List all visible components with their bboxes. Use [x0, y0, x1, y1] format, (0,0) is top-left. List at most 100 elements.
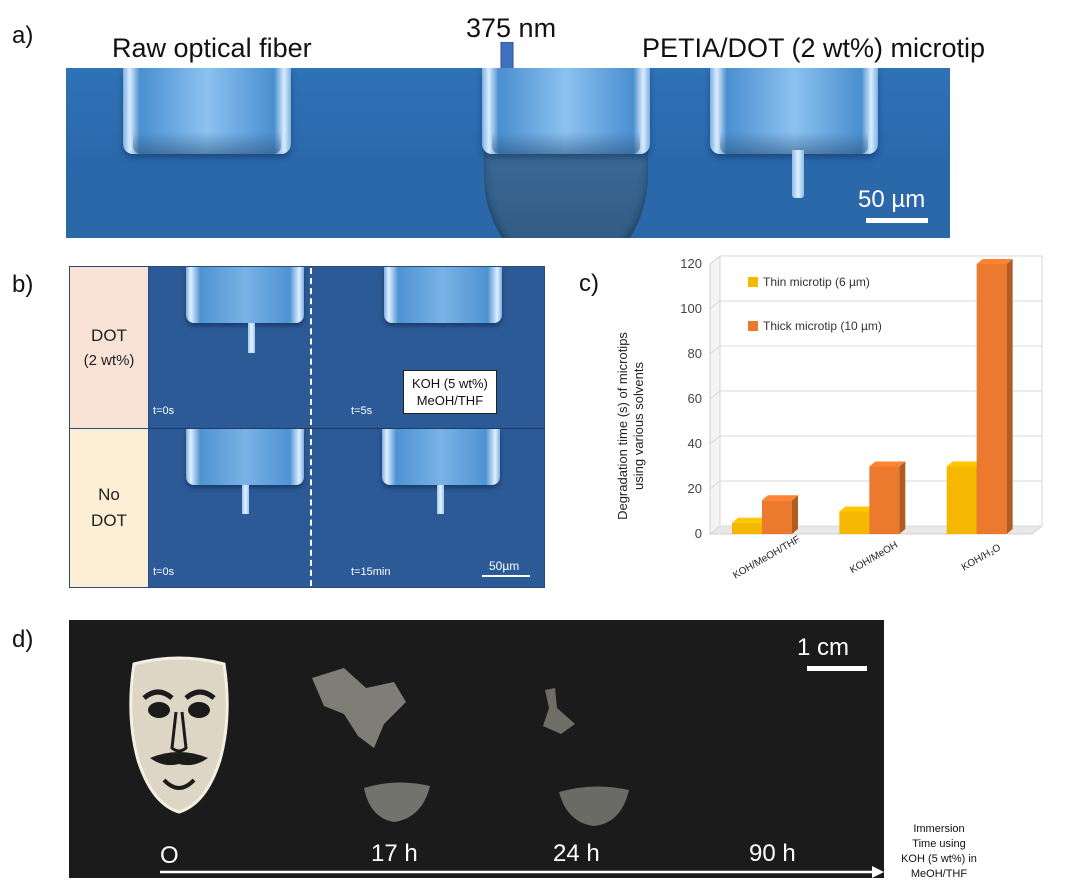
microtip-t0-dot — [248, 323, 255, 353]
time-label-0: O — [160, 842, 179, 869]
microtip-t15min-nodot — [437, 485, 444, 514]
bar-top-0-0 — [732, 517, 768, 523]
fiber-micrograph-strip: 50 µm — [66, 68, 950, 238]
panel-c-label: c) — [579, 270, 599, 297]
row-nodot-label: No DOT — [70, 429, 149, 587]
t-label-row1-right: t=5s — [351, 405, 373, 417]
solvent-box-line2: MeOH/THF — [416, 393, 484, 408]
time-label-90h: 90 h — [749, 840, 796, 867]
chart-y-label-line1: Degradation time (s) of microtips — [615, 332, 630, 520]
row-dot-label-line1: DOT — [91, 326, 127, 345]
t-label-row1-left: t=0s — [153, 405, 175, 417]
panel-b-scale-label: 50µm — [489, 559, 520, 573]
panel-d-scale-bar — [807, 666, 867, 671]
chart-gridlines — [709, 255, 1042, 535]
panel-b-frame: DOT (2 wt%) No DOT t=0s t=5s KOH (5 wt%)… — [69, 266, 545, 588]
bar-0-1 — [839, 511, 870, 534]
time-label-24h: 24 h — [553, 840, 600, 867]
gridline-2 — [709, 435, 1042, 445]
immersion-caption-line2: Time using — [912, 838, 966, 850]
legend-label-1: Thick microtip (10 µm) — [763, 319, 882, 333]
legend-swatch-1 — [748, 321, 758, 331]
immersion-caption-line4: MeOH/THF — [910, 868, 968, 880]
bar-1-1 — [869, 466, 900, 534]
fiber-t5s-dot — [384, 267, 502, 323]
y-tick-0: 0 — [695, 526, 702, 541]
immersion-caption: Immersion Time using KOH (5 wt%) in MeOH… — [884, 822, 994, 888]
chart-y-label-line2: using various solvents — [631, 362, 646, 490]
gridline-0 — [709, 525, 1042, 535]
mask-degradation-photo: 1 cm O 17 h 24 h 90 h — [69, 620, 884, 878]
x-tick-2: KOH/H₂O — [960, 542, 1003, 573]
bar-0-2 — [946, 466, 977, 534]
panel-a-scale-bar — [866, 218, 928, 223]
panel-b-label: b) — [12, 271, 34, 298]
chart-x-ticks: KOH/MeOH/THF KOH/MeOH KOH/H₂O — [731, 534, 1003, 581]
t-label-row2-left: t=0s — [153, 566, 175, 578]
time-arrow-icon — [160, 866, 884, 878]
y-tick-5: 100 — [680, 301, 702, 316]
panel-d-label: d) — [12, 626, 34, 653]
gridline-5 — [709, 300, 1042, 310]
gridline-1 — [709, 480, 1042, 490]
fiber-t0-dot — [186, 267, 304, 323]
row-nodot-images: t=0s t=15min 50µm — [149, 429, 544, 587]
x-tick-0: KOH/MeOH/THF — [731, 534, 802, 581]
bar-top-1-1 — [869, 461, 906, 467]
y-tick-6: 120 — [680, 256, 702, 271]
x-tick-1: KOH/MeOH — [848, 540, 900, 576]
panel-a-middle-title: 375 nm — [466, 13, 557, 43]
microtip-fiber-image — [710, 68, 878, 154]
bar-top-1-0 — [762, 495, 798, 501]
y-tick-1: 20 — [688, 481, 702, 496]
fiber-t15min-nodot — [382, 429, 500, 485]
row-dot-images: t=0s t=5s KOH (5 wt%) MeOH/THF — [149, 267, 544, 429]
panel-b-scale-bar — [482, 575, 530, 577]
bar-top-0-1 — [839, 506, 876, 512]
panel-a-scale-label: 50 µm — [858, 186, 926, 213]
gridline-3 — [709, 390, 1042, 400]
panel-a-left-title: Raw optical fiber — [112, 33, 312, 63]
time-divider-line — [310, 268, 312, 586]
y-tick-2: 40 — [688, 436, 702, 451]
panel-a-label: a) — [12, 22, 34, 49]
row-dot-label: DOT (2 wt%) — [70, 267, 149, 429]
bar-top-0-2 — [946, 461, 983, 467]
bar-side-1-1 — [899, 461, 906, 534]
bar-0-0 — [732, 522, 762, 534]
mask-intact-image — [129, 656, 229, 814]
y-tick-4: 80 — [688, 346, 702, 361]
time-label-17h: 17 h — [371, 840, 418, 867]
panel-a-right-title: PETIA/DOT (2 wt%) microtip — [642, 33, 986, 63]
bar-1-2 — [976, 264, 1007, 534]
chart-bars — [732, 259, 1013, 534]
bar-side-1-0 — [792, 495, 798, 534]
fiber-t0-nodot — [186, 429, 304, 485]
bar-1-0 — [762, 500, 792, 534]
row-nodot-label-line1: No — [98, 485, 120, 504]
chart-legend: Thin microtip (6 µm) Thick microtip (10 µ… — [748, 275, 882, 333]
t-label-row2-right: t=15min — [351, 566, 391, 578]
immersion-caption-line3: KOH (5 wt%) in — [901, 853, 977, 865]
mask-24h-image — [543, 688, 629, 826]
legend-swatch-0 — [748, 277, 758, 287]
gridline-4 — [709, 345, 1042, 355]
solvent-box: KOH (5 wt%) MeOH/THF — [403, 370, 497, 414]
legend-label-0: Thin microtip (6 µm) — [763, 275, 870, 289]
panel-d-scale-label: 1 cm — [797, 634, 850, 661]
raw-fiber-image — [123, 68, 291, 154]
bar-top-1-2 — [976, 259, 1013, 264]
row-dot-label-line2: (2 wt%) — [83, 352, 135, 369]
mask-17h-image — [312, 668, 430, 822]
solvent-box-line1: KOH (5 wt%) — [412, 376, 488, 391]
bar-side-1-2 — [1006, 259, 1013, 534]
immersion-caption-line1: Immersion — [913, 823, 965, 835]
microtip-image — [792, 150, 804, 198]
microtip-t0-nodot — [242, 485, 249, 514]
y-tick-3: 60 — [688, 391, 702, 406]
chart-y-ticks: 0 20 40 60 80 100 120 — [680, 256, 702, 541]
irradiated-fiber-image — [482, 68, 650, 154]
gridline-6 — [709, 255, 1042, 265]
row-nodot-label-line2: DOT — [91, 511, 127, 530]
